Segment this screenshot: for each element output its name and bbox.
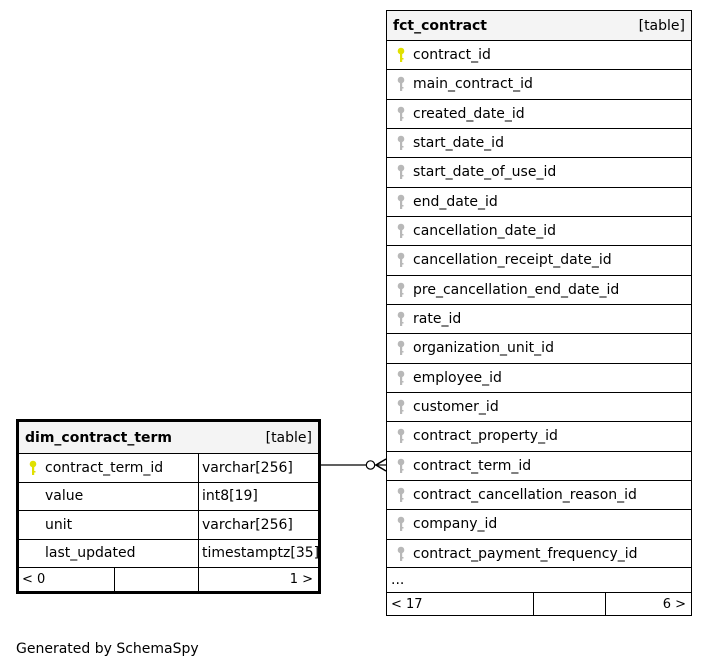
column-row[interactable]: rate_id — [387, 303, 691, 333]
ellipsis: ... — [391, 572, 405, 588]
zero-optional-marker — [365, 460, 376, 470]
column-type: int8[19] — [202, 488, 258, 505]
column-row[interactable]: cancellation_receipt_date_id — [387, 245, 691, 274]
foreign-key-icon — [397, 311, 405, 327]
column-name: pre_cancellation_end_date_id — [413, 281, 620, 298]
footer-spacer — [115, 568, 199, 591]
primary-key-icon — [397, 47, 405, 63]
foreign-key-icon — [397, 135, 405, 151]
table-header: fct_contract [table] — [387, 11, 691, 40]
parents-count[interactable]: < 17 — [387, 593, 534, 616]
table-dim-contract-term[interactable]: dim_contract_term [table] contract_term_… — [16, 419, 321, 594]
primary-key-icon — [29, 460, 37, 475]
column-name: unit — [45, 516, 73, 533]
table-kind: [table] — [638, 17, 685, 34]
column-row[interactable]: employee_id — [387, 362, 691, 392]
column-name: created_date_id — [413, 105, 525, 122]
column-row[interactable]: company_id — [387, 509, 691, 538]
crows-foot-many-marker — [374, 458, 387, 472]
more-columns: ... — [387, 567, 691, 592]
column-row[interactable]: contract_id — [387, 40, 691, 69]
column-name: cancellation_date_id — [413, 223, 556, 240]
column-name: contract_term_id — [413, 457, 532, 474]
column-row[interactable]: pre_cancellation_end_date_id — [387, 274, 691, 304]
column-name: cancellation_receipt_date_id — [413, 252, 612, 269]
foreign-key-icon — [397, 546, 405, 561]
foreign-key-icon — [397, 282, 405, 297]
column-type: varchar[256] — [202, 516, 293, 533]
column-name: contract_payment_frequency_id — [413, 545, 638, 562]
foreign-key-icon — [397, 341, 405, 356]
foreign-key-icon — [397, 458, 405, 473]
foreign-key-icon — [397, 429, 405, 444]
foreign-key-icon — [397, 77, 405, 92]
foreign-key-icon — [397, 223, 405, 239]
foreign-key-icon — [397, 399, 405, 415]
column-name: start_date_id — [413, 135, 504, 152]
column-row[interactable]: contract_payment_frequency_id — [387, 538, 691, 568]
generated-by-label: Generated by SchemaSpy — [16, 641, 199, 657]
column-name: contract_cancellation_reason_id — [413, 487, 637, 504]
column-name: start_date_of_use_id — [413, 164, 557, 181]
foreign-key-icon — [397, 165, 405, 180]
foreign-key-icon — [397, 106, 405, 121]
column-row[interactable]: contract_property_id — [387, 421, 691, 450]
foreign-key-icon — [397, 253, 405, 268]
footer-spacer — [534, 593, 606, 616]
column-row[interactable]: created_date_id — [387, 98, 691, 128]
table-kind: [table] — [265, 429, 312, 446]
column-row[interactable]: main_contract_id — [387, 69, 691, 98]
column-name: contract_term_id — [45, 459, 164, 476]
column-row[interactable]: unit varchar[256] — [19, 510, 318, 539]
parents-count[interactable]: < 0 — [19, 568, 115, 591]
column-name: main_contract_id — [413, 76, 533, 93]
column-name: contract_property_id — [413, 428, 558, 445]
column-row[interactable]: cancellation_date_id — [387, 215, 691, 245]
table-fct-contract[interactable]: fct_contract [table] contract_id main_con… — [386, 10, 692, 616]
column-name: customer_id — [413, 399, 499, 416]
table-name: dim_contract_term — [25, 429, 173, 446]
column-row[interactable]: organization_unit_id — [387, 333, 691, 362]
column-row[interactable]: last_updated timestamptz[35] — [19, 538, 320, 567]
children-count[interactable]: 6 > — [662, 597, 686, 612]
column-name: last_updated — [45, 545, 136, 562]
column-row[interactable]: end_date_id — [387, 186, 691, 216]
column-name: rate_id — [413, 311, 462, 328]
column-row[interactable]: contract_cancellation_reason_id — [387, 479, 691, 509]
table-footer: < 0 1 > — [19, 567, 318, 591]
column-name: value — [45, 488, 84, 505]
column-row[interactable]: customer_id — [387, 391, 691, 421]
column-name: company_id — [413, 516, 498, 533]
column-name: employee_id — [413, 369, 502, 386]
column-name: organization_unit_id — [413, 340, 554, 357]
column-type: varchar[256] — [202, 459, 293, 476]
column-row[interactable]: contract_term_id varchar[256] — [19, 453, 318, 482]
foreign-key-icon — [397, 517, 405, 532]
table-footer: < 17 6 > — [387, 592, 691, 616]
table-name: fct_contract — [393, 17, 488, 34]
foreign-key-icon — [397, 487, 405, 503]
foreign-key-icon — [397, 194, 405, 209]
column-name: contract_id — [413, 47, 491, 64]
column-row[interactable]: value int8[19] — [19, 481, 318, 510]
column-name: end_date_id — [413, 193, 498, 210]
table-header: dim_contract_term [table] — [19, 422, 318, 453]
column-row[interactable]: contract_term_id — [387, 450, 691, 480]
column-type: timestamptz[35] — [202, 545, 320, 562]
column-row[interactable]: start_date_of_use_id — [387, 157, 691, 186]
column-row[interactable]: start_date_id — [387, 127, 691, 157]
children-count[interactable]: 1 > — [289, 572, 313, 587]
foreign-key-icon — [397, 370, 405, 385]
